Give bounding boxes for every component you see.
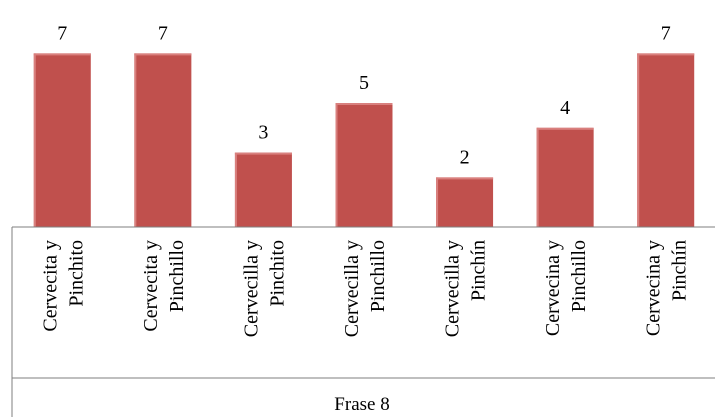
group-label: Frase 8 (334, 394, 389, 415)
bar-highlight (637, 53, 695, 56)
category-label-line: Pinchito (266, 240, 288, 307)
bar-highlight (436, 177, 439, 227)
bar-highlight (335, 103, 338, 227)
category-label: Cervecilla y Pinchín (442, 240, 490, 337)
category-label: Cervecita y Pinchillo (140, 240, 188, 332)
bar-highlight (335, 103, 393, 105)
category-labels-layer: Cervecita y Pinchito Cervecita y Pinchillo C… (39, 240, 690, 337)
value-label: 3 (258, 122, 268, 144)
bar-highlight (536, 127, 594, 130)
bar-highlight (436, 177, 494, 180)
bar-highlight (134, 53, 192, 56)
category-label: Cervecina y Pinchín (643, 240, 691, 336)
bar-highlight (637, 53, 640, 228)
category-label-line: Cervecilla y (240, 240, 262, 337)
bar-highlight (234, 152, 237, 227)
category-label-line: Pinchín (468, 240, 490, 301)
bar (536, 127, 594, 227)
bar-highlight (536, 127, 539, 227)
value-label: 5 (359, 72, 369, 94)
category-label-line: Cervecina y (643, 240, 665, 336)
bars-layer (33, 53, 695, 228)
bar (33, 53, 91, 228)
value-labels-layer: 7 7 3 5 2 4 7 (57, 22, 670, 168)
category-label: Cervecilla y Pinchillo (341, 240, 389, 337)
category-label: Cervecilla y Pinchito (240, 240, 288, 337)
category-label: Cervecita y Pinchito (39, 240, 87, 332)
category-label-line: Pinchillo (166, 240, 188, 312)
bar-highlight (134, 53, 137, 228)
category-label-line: Cervecina y (542, 240, 564, 336)
category-label-line: Pinchillo (568, 240, 590, 312)
bar-highlight (33, 53, 91, 56)
category-label-line: Cervecilla y (341, 240, 363, 337)
bar (234, 152, 292, 227)
value-label: 7 (158, 22, 168, 44)
bar (335, 103, 393, 227)
category-label: Cervecina y Pinchillo (542, 240, 590, 336)
value-label: 4 (560, 97, 570, 119)
bar (436, 177, 494, 227)
value-label: 2 (460, 146, 470, 168)
category-label-line: Pinchillo (367, 240, 389, 312)
value-label: 7 (57, 22, 67, 44)
value-label: 7 (661, 22, 671, 44)
category-label-line: Cervecita y (140, 240, 162, 332)
category-label-line: Cervecita y (39, 240, 61, 332)
category-label-line: Cervecilla y (442, 240, 464, 337)
category-label-line: Pinchito (65, 240, 87, 307)
bar (637, 53, 695, 228)
bar (134, 53, 192, 228)
category-axis (11, 226, 715, 417)
bar-highlight (234, 152, 292, 155)
category-label-line: Pinchín (669, 240, 691, 301)
bar-highlight (33, 53, 36, 228)
